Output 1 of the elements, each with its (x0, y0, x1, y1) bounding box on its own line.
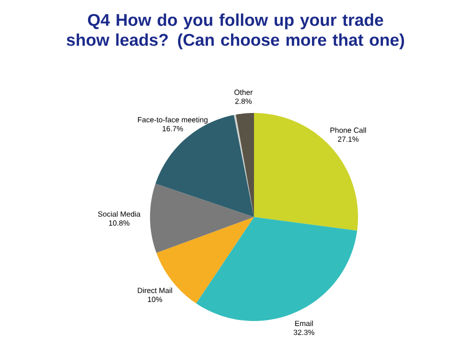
chart-title: Q4 How do you follow up your trade show leads? (Can choose more that one) (66, 14, 404, 50)
